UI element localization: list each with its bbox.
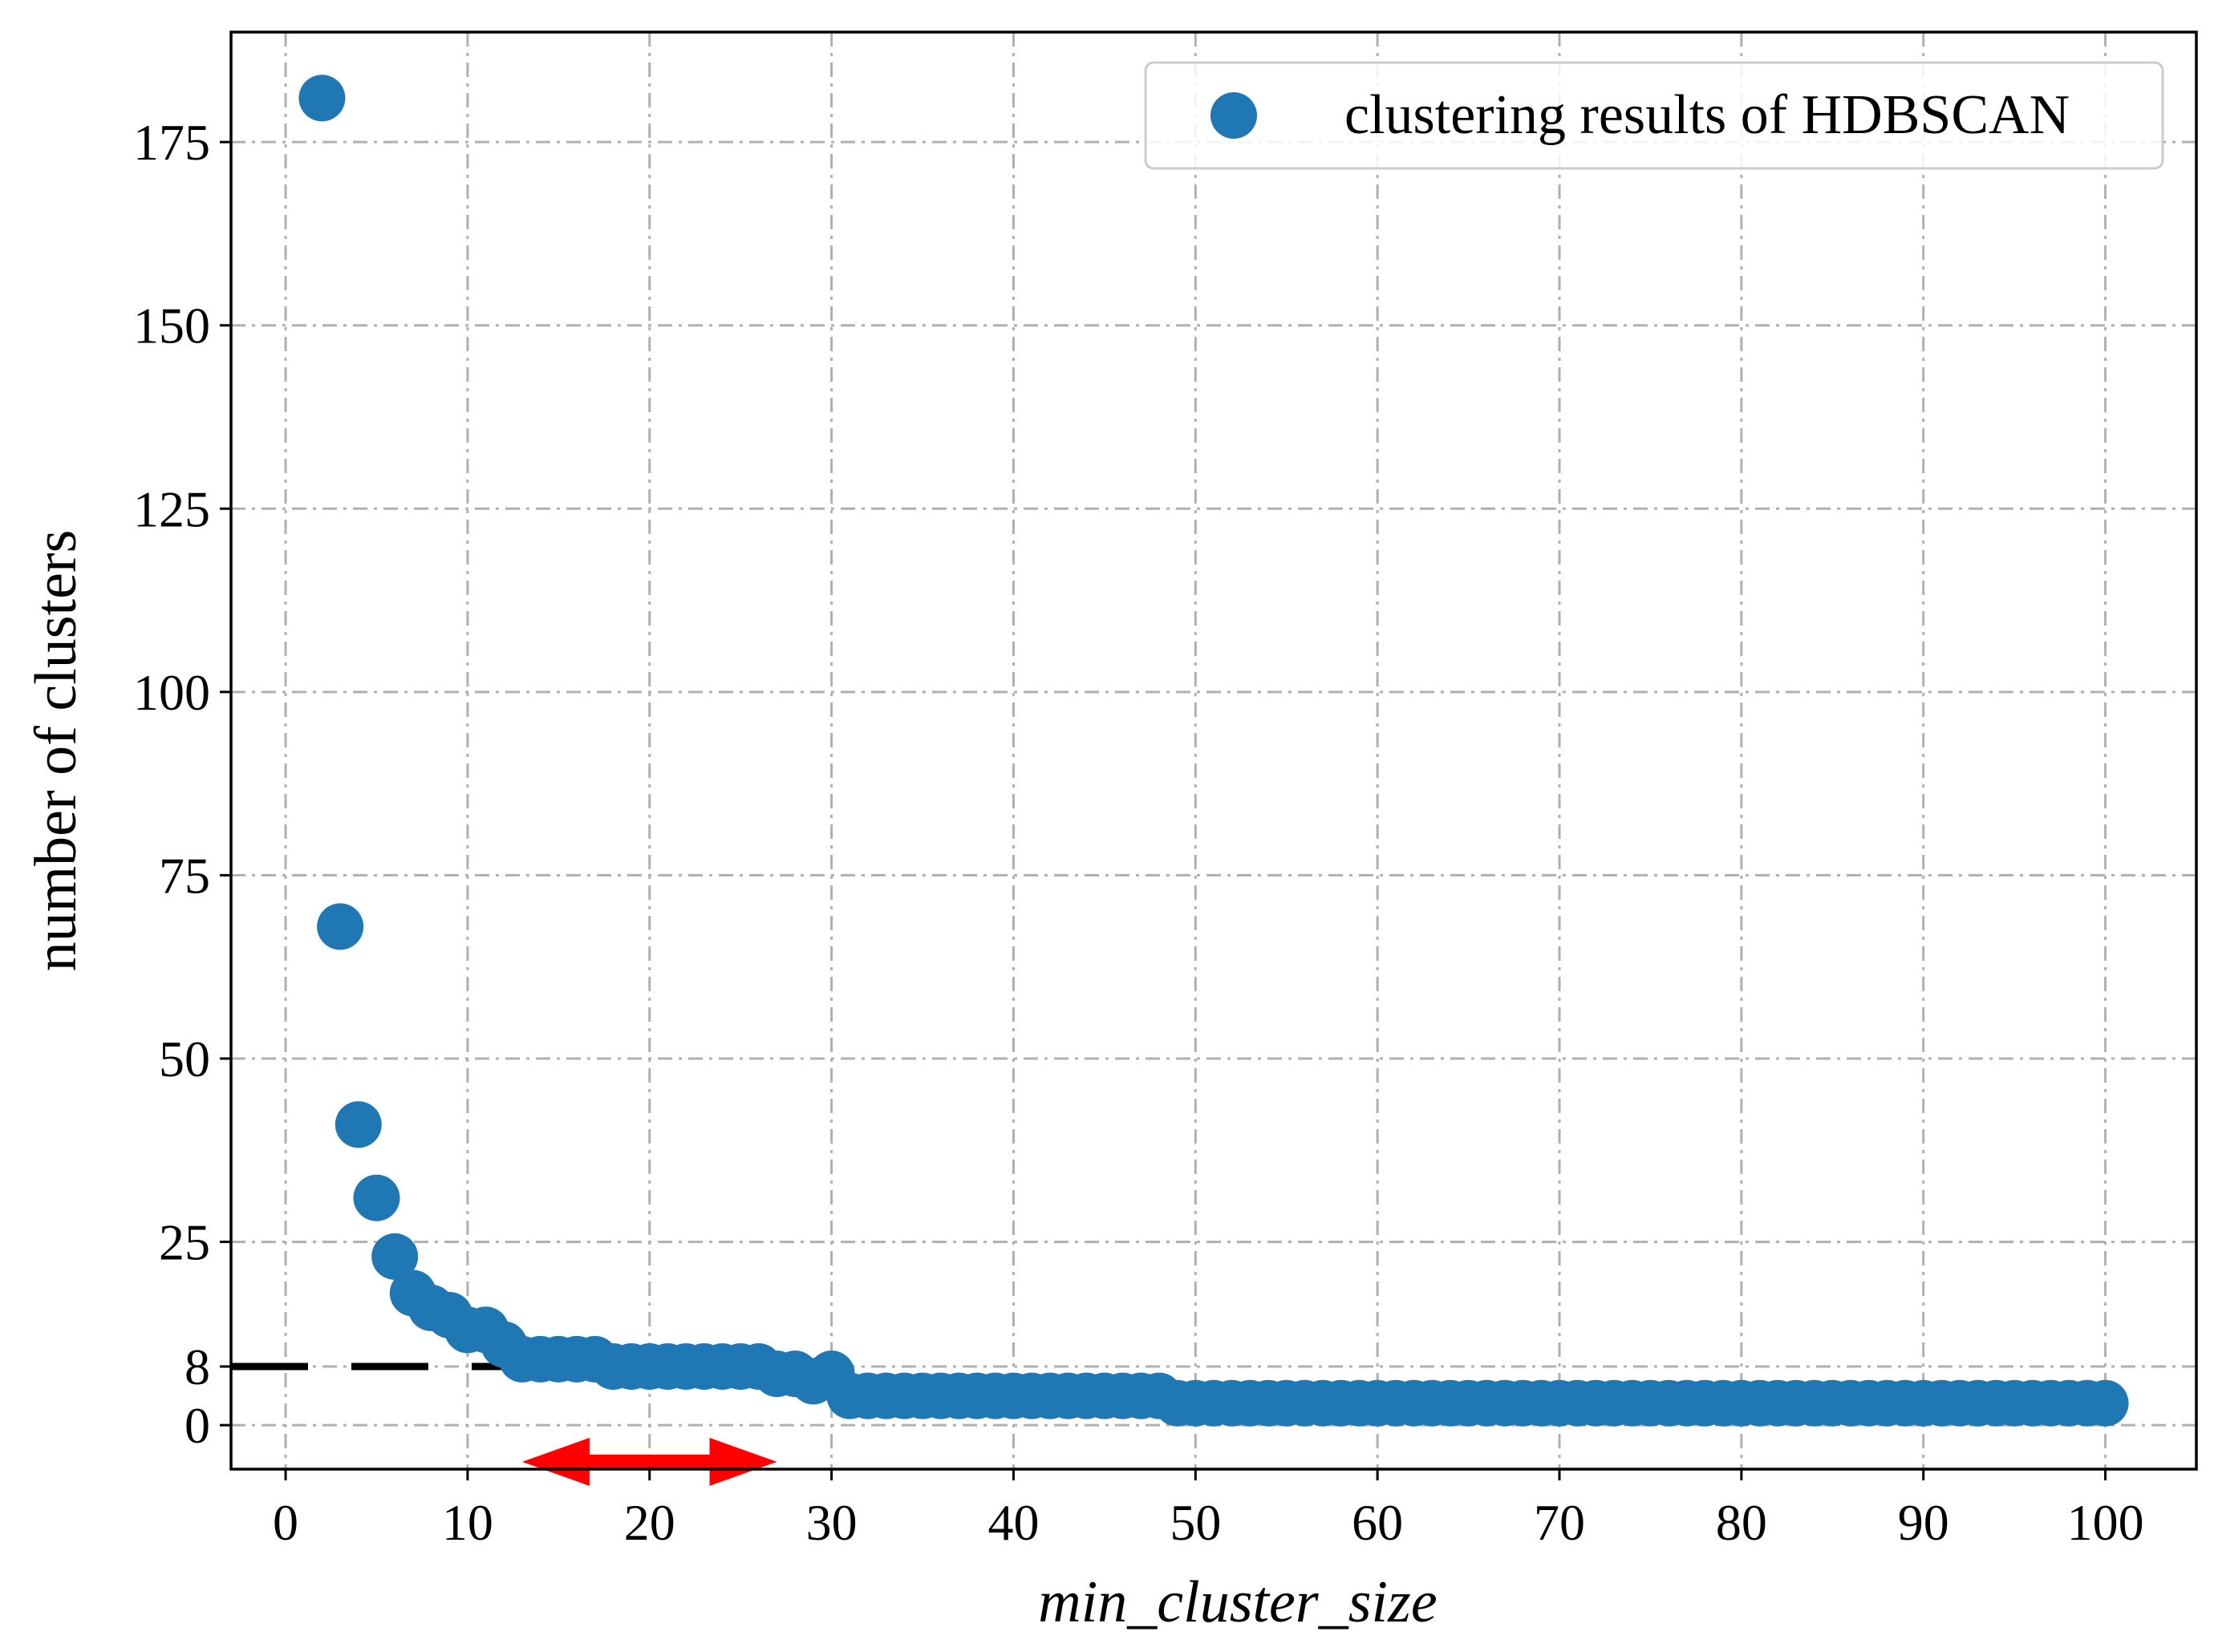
x-tick-label: 10: [442, 1494, 493, 1551]
data-point: [371, 1233, 419, 1280]
y-tick-label: 175: [133, 114, 210, 171]
y-axis-label: number of clusters: [23, 530, 89, 972]
x-tick-label: 30: [806, 1494, 858, 1551]
annotations: [231, 1362, 777, 1486]
data-point: [2082, 1379, 2129, 1427]
x-tick-label: 50: [1170, 1494, 1221, 1551]
legend-entry: clustering results of HDBSCAN: [1344, 84, 2070, 146]
y-tick-label: 150: [133, 298, 210, 354]
x-tick-label: 60: [1352, 1494, 1403, 1551]
data-point: [335, 1101, 382, 1148]
x-tick-label: 70: [1534, 1494, 1585, 1551]
x-tick-label: 20: [624, 1494, 675, 1551]
y-tick-label: 50: [159, 1030, 210, 1087]
y-tick-label: 75: [159, 847, 210, 904]
y-tick-label: 8: [184, 1338, 210, 1395]
data-point: [298, 75, 346, 122]
data-point: [317, 903, 364, 950]
data-points: [298, 75, 2129, 1427]
y-tick-label: 100: [133, 664, 210, 721]
y-tick-label: 125: [133, 480, 210, 537]
data-point: [353, 1174, 400, 1221]
y-tick-label: 25: [159, 1214, 210, 1271]
grid-lines: [231, 32, 2196, 1469]
axis-ticks: 0 10 20 30 40 50 60 70 80 90 100082550751001251501…: [133, 114, 2144, 1551]
range-double-arrow: [521, 1437, 777, 1486]
x-tick-label: 90: [1898, 1494, 1949, 1551]
x-tick-label: 80: [1716, 1494, 1767, 1551]
x-axis-label: min_cluster_size: [1038, 1569, 1437, 1635]
x-tick-label: 100: [2067, 1494, 2144, 1551]
y-tick-label: 0: [184, 1397, 210, 1454]
x-tick-label: 40: [987, 1494, 1039, 1551]
plot-frame: [229, 30, 2198, 1471]
legend-marker: [1210, 92, 1257, 139]
legend: clustering results of HDBSCAN: [1144, 61, 2164, 170]
legend-box: [1144, 61, 2164, 170]
x-tick-label: 0: [273, 1494, 298, 1551]
